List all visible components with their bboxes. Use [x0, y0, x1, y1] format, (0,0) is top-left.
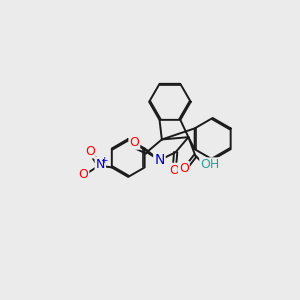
- Text: N: N: [96, 158, 105, 171]
- Text: O: O: [79, 168, 88, 181]
- Text: +: +: [100, 156, 108, 165]
- Text: O: O: [129, 136, 139, 149]
- Text: O: O: [179, 162, 189, 175]
- Text: O: O: [85, 145, 95, 158]
- Text: O: O: [169, 164, 179, 177]
- Text: N: N: [154, 153, 165, 167]
- Text: OH: OH: [200, 158, 220, 171]
